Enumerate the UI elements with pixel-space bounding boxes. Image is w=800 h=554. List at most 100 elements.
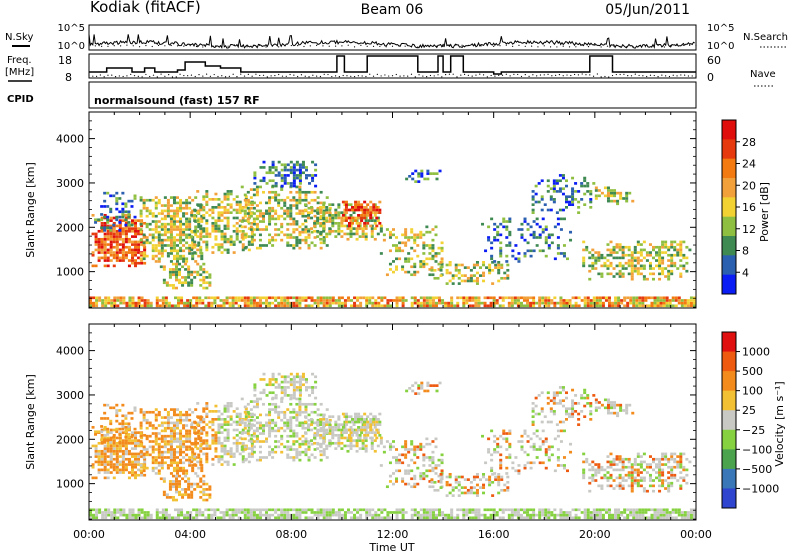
- heat-cell: [217, 441, 221, 445]
- heat-cell: [450, 296, 454, 300]
- heat-cell: [310, 442, 314, 446]
- heat-cell: [110, 304, 114, 308]
- heat-cell: [271, 196, 275, 199]
- heat-cell: [298, 174, 302, 177]
- heat-cell: [286, 426, 290, 430]
- heat-cell: [420, 169, 424, 173]
- heat-cell: [311, 372, 315, 376]
- heat-cell: [205, 455, 209, 458]
- heat-cell: [316, 418, 320, 422]
- heat-cell: [172, 241, 176, 245]
- heat-cell: [618, 264, 622, 268]
- heat-cell: [91, 444, 95, 448]
- heat-cell: [295, 434, 299, 438]
- heat-cell: [265, 421, 269, 425]
- heat-cell: [355, 203, 359, 207]
- heat-cell: [121, 457, 125, 461]
- heat-cell: [137, 219, 141, 222]
- heat-cell: [134, 261, 138, 265]
- heat-cell: [143, 248, 147, 252]
- heat-cell: [658, 267, 662, 270]
- heat-cell: [142, 445, 146, 449]
- heat-cell: [145, 418, 149, 422]
- heat-cell: [226, 211, 230, 214]
- heat-cell: [448, 260, 452, 264]
- heat-cell: [325, 196, 329, 199]
- heat-cell: [171, 284, 175, 287]
- heat-cell: [199, 439, 203, 442]
- heat-cell: [107, 296, 111, 300]
- heat-cell: [142, 257, 146, 261]
- heat-cell: [286, 456, 290, 459]
- heat-cell: [115, 444, 119, 448]
- heat-cell: [188, 206, 192, 210]
- heat-cell: [298, 166, 302, 169]
- heat-cell: [271, 508, 275, 512]
- heat-cell: [130, 471, 134, 474]
- heat-cell: [346, 232, 350, 236]
- heat-cell: [532, 304, 536, 308]
- heat-cell: [124, 205, 128, 208]
- nsearch-point: [606, 45, 609, 47]
- heat-cell: [131, 299, 135, 302]
- heat-cell: [225, 301, 229, 305]
- heat-cell: [301, 190, 305, 194]
- heat-cell: [544, 254, 548, 258]
- heat-cell: [154, 458, 158, 462]
- heat-cell: [176, 464, 180, 467]
- heat-cell: [582, 259, 586, 262]
- heat-cell: [552, 179, 556, 183]
- heat-cell: [558, 179, 562, 183]
- heat-cell: [503, 276, 507, 280]
- heat-cell: [489, 301, 493, 305]
- heat-cell: [346, 508, 350, 512]
- heat-cell: [322, 201, 326, 205]
- heat-cell: [648, 272, 652, 276]
- heat-cell: [109, 243, 113, 246]
- heat-cell: [98, 511, 102, 514]
- heat-cell: [243, 212, 247, 215]
- heat-cell: [172, 410, 176, 414]
- heat-cell: [440, 246, 444, 250]
- heat-cell: [431, 301, 435, 305]
- heat-cell: [295, 238, 299, 242]
- heat-cell: [328, 418, 332, 422]
- heat-cell: [226, 428, 230, 432]
- heat-cell: [162, 278, 166, 282]
- nsearch-point: [467, 44, 469, 46]
- heat-cell: [172, 429, 176, 433]
- heat-cell: [667, 245, 671, 249]
- heat-cell: [621, 267, 625, 270]
- heat-cell: [223, 410, 227, 413]
- heat-cell: [664, 245, 668, 249]
- heat-cell: [541, 228, 545, 231]
- heat-cell: [644, 299, 648, 302]
- heat-cell: [202, 229, 206, 233]
- nsearch-point: [88, 45, 90, 47]
- heat-cell: [450, 511, 454, 514]
- heat-cell: [506, 274, 510, 277]
- heat-cell: [286, 209, 290, 213]
- heat-cell: [139, 252, 143, 255]
- heat-cell: [292, 456, 296, 459]
- heat-cell: [244, 200, 248, 204]
- heat-cell: [298, 198, 302, 202]
- heat-cell: [170, 516, 174, 520]
- heat-cell: [223, 444, 227, 448]
- heat-cell: [109, 471, 113, 474]
- heat-cell: [246, 432, 250, 435]
- heat-cell: [319, 299, 323, 302]
- heat-cell: [97, 245, 101, 249]
- heat-cell: [169, 456, 173, 459]
- nave-point: [342, 74, 344, 77]
- heat-cell: [226, 420, 230, 424]
- heat-cell: [651, 277, 655, 281]
- heat-cell: [220, 457, 224, 461]
- heat-cell: [182, 450, 186, 454]
- heat-cell: [298, 437, 302, 441]
- heat-cell: [185, 246, 189, 250]
- heat-cell: [130, 465, 134, 469]
- heat-cell: [544, 236, 548, 239]
- heat-cell: [274, 238, 278, 242]
- heat-cell: [121, 431, 125, 434]
